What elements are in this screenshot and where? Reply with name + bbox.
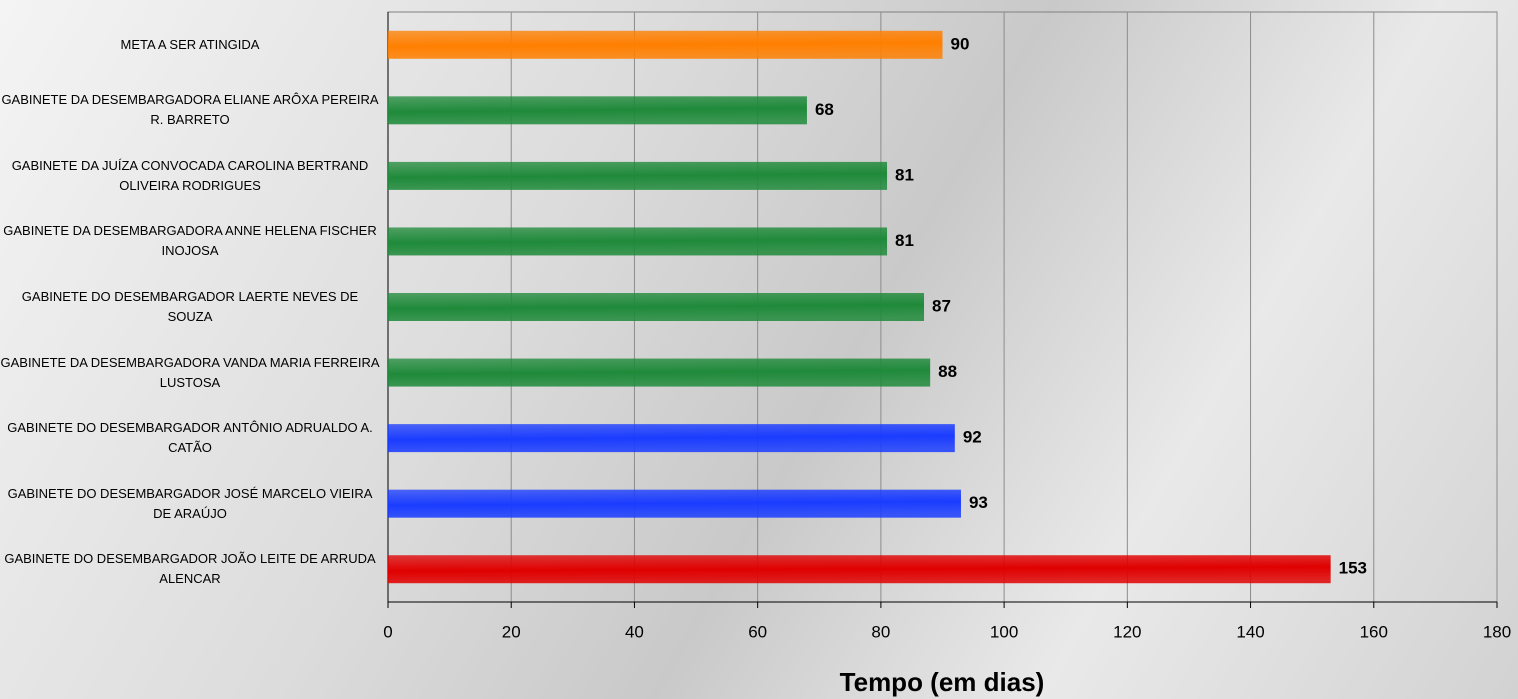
bar bbox=[388, 424, 955, 453]
y-tick-label: GABINETE DO DESEMBARGADOR JOSÉ MARCELO V… bbox=[7, 485, 373, 521]
y-tick-label: GABINETE DO DESEMBARGADOR JOÃO LEITE DE … bbox=[4, 551, 376, 587]
x-tick-label: 120 bbox=[1113, 622, 1141, 641]
bar bbox=[388, 358, 931, 387]
x-tick-label: 0 bbox=[383, 622, 392, 641]
bar bbox=[388, 489, 961, 518]
x-axis-title: Tempo (em dias) bbox=[840, 667, 1045, 697]
x-tick-label: 80 bbox=[871, 622, 890, 641]
x-tick-label: 180 bbox=[1483, 622, 1511, 641]
y-tick-label: GABINETE DA JUÍZA CONVOCADA CAROLINA BER… bbox=[11, 157, 369, 193]
x-tick-label: 100 bbox=[990, 622, 1018, 641]
data-label: 88 bbox=[938, 362, 957, 381]
bar bbox=[388, 293, 925, 321]
y-tick-label: META A SER ATINGIDA bbox=[120, 36, 260, 52]
y-tick-label: GABINETE DA DESEMBARGADORA VANDA MARIA F… bbox=[0, 354, 380, 390]
y-tick-label: GABINETE DO DESEMBARGADOR ANTÔNIO ADRUAL… bbox=[7, 420, 373, 456]
y-tick-label: GABINETE DA DESEMBARGADORA ELIANE ARÔXA … bbox=[1, 92, 379, 128]
x-tick-label: 60 bbox=[748, 622, 767, 641]
data-label: 81 bbox=[895, 165, 914, 184]
x-tick-label: 140 bbox=[1236, 622, 1264, 641]
bar bbox=[388, 227, 888, 256]
data-label: 153 bbox=[1339, 559, 1367, 578]
data-label: 90 bbox=[951, 34, 970, 53]
data-label: 68 bbox=[815, 100, 834, 119]
y-tick-label: GABINETE DA DESEMBARGADORA ANNE HELENA F… bbox=[3, 223, 377, 259]
bar bbox=[388, 555, 1331, 584]
x-tick-label: 160 bbox=[1360, 622, 1388, 641]
data-label: 81 bbox=[895, 231, 914, 250]
bar bbox=[388, 30, 943, 59]
data-label: 92 bbox=[963, 428, 982, 447]
y-tick-label: GABINETE DO DESEMBARGADOR LAERTE NEVES D… bbox=[21, 289, 359, 324]
x-tick-label: 20 bbox=[502, 622, 521, 641]
x-tick-label: 40 bbox=[625, 622, 644, 641]
data-label: 87 bbox=[932, 296, 951, 315]
bar bbox=[388, 161, 888, 190]
data-label: 93 bbox=[969, 493, 988, 512]
bar bbox=[388, 96, 807, 125]
